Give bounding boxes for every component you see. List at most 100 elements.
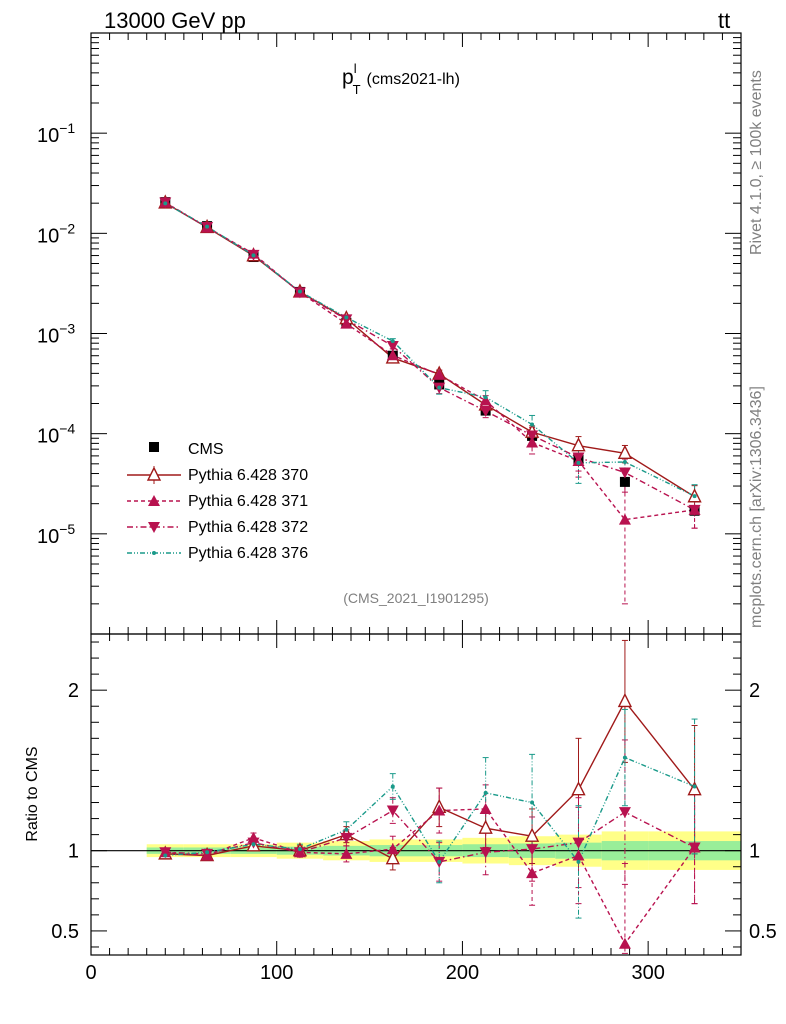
legend-marker [146,466,162,481]
series-marker-main [618,513,631,525]
series-line-ratio [165,808,696,946]
series-marker-main [251,253,256,258]
series-marker-main [483,395,488,400]
ratio-panel-frame [90,633,742,956]
main-panel-frame [90,32,742,635]
series-marker-ratio [293,847,306,859]
series-marker-main [688,504,701,516]
series-marker-main [530,422,535,427]
y-tick-label: 10−3 [37,321,75,348]
series-marker-main [390,339,395,344]
legend-label-cms: CMS [188,441,224,458]
series-marker-main [386,349,399,361]
process-bar: ¯ [724,0,736,17]
series-marker-ratio [618,937,631,949]
series-marker-ratio [572,837,585,849]
y-tick-label: 10−1 [37,120,75,147]
series-marker-main [692,494,697,499]
rivet-version-label: Rivet 4.1.0, ≥ 100k events [748,70,765,255]
series-marker-ratio [386,805,399,817]
series-marker-ratio [205,850,210,855]
process-label: tt [718,8,730,33]
main-panel-series [158,194,702,605]
series-marker-ratio [433,804,446,816]
series-marker-ratio [622,755,627,760]
series-marker-ratio [478,819,493,834]
title-symbol: p [342,66,354,89]
x-tick-label: 300 [631,962,664,984]
ratio-panel-series [158,639,702,954]
series-marker-ratio [483,790,488,795]
series-marker-main [163,201,168,206]
series-line-main [164,202,695,498]
series-marker-main [297,289,302,294]
axis-ticks [90,32,742,955]
legend-marker [148,522,160,533]
series-marker-main [526,436,539,448]
legend-label-371: Pythia 6.428 371 [188,493,308,510]
mcplots-label: mcplots.cern.ch [arXiv:1306.3436] [748,386,765,628]
series-marker-main [526,430,539,442]
series-line-main [164,202,695,497]
series-marker-ratio [437,859,442,864]
series-marker-main [433,368,446,380]
series-marker-main [572,452,585,464]
y-tick-label: 10−2 [37,220,75,247]
legend-label-372: Pythia 6.428 372 [188,519,308,536]
y-tick-label: 10−5 [37,521,75,548]
legend-marker [148,495,160,506]
series-marker-main [617,444,633,459]
series-marker-ratio [340,832,353,844]
series-marker-ratio [524,827,540,842]
series-marker-main [344,315,349,320]
series-marker-main [479,406,492,418]
ratio-tick-label-left: 0.5 [51,921,79,943]
series-line-main [164,201,695,521]
title-rest: (cms2021-lh) [367,71,460,88]
series-marker-main [205,224,210,229]
title-superscript: l [354,61,357,76]
legend-marker [152,551,156,555]
series-marker-ratio [576,859,581,864]
series-marker-ratio [344,827,349,832]
series-marker-ratio [479,802,492,814]
series-marker-main [571,437,586,452]
x-tick-label: 200 [446,962,479,984]
x-tick-label: 100 [260,962,293,984]
series-marker-ratio [163,853,168,858]
legend-marker-cms [149,442,159,452]
series-marker-ratio [618,807,631,819]
legend-entry-370: Pythia 6.428 370 [127,466,308,484]
series-line-ratio [165,756,695,864]
series-marker-ratio [251,842,256,847]
ratio-tick-label-right: 0.5 [749,921,777,943]
series-marker-ratio [526,844,539,856]
series-marker-ratio [687,781,702,796]
series-marker-ratio [340,847,353,859]
legend-entry-376: Pythia 6.428 376 [127,545,308,562]
series-marker-main [622,459,627,464]
series-marker-ratio [571,781,586,796]
series-line-ratio [165,809,695,863]
series-marker-main [340,314,353,326]
series-marker-ratio [526,867,539,879]
series-marker-ratio [572,849,585,861]
legend: CMS Pythia 6.428 370 Pythia 6.428 371 Py… [127,441,308,562]
analysis-watermark: (CMS_2021_I1901295) [343,590,489,606]
series-marker-main [386,341,399,353]
series-marker-ratio [390,784,395,789]
series-marker-main [479,394,492,406]
legend-entry-371: Pythia 6.428 371 [127,493,308,510]
series-marker-ratio [159,847,172,859]
ratio-axis-label: Ratio to CMS [24,746,41,841]
legend-label-376: Pythia 6.428 376 [188,545,308,562]
ratio-tick-label-left: 2 [68,680,79,702]
series-marker-ratio [386,843,399,855]
ratio-tick-label-right: 1 [749,841,760,863]
series-marker-main [618,467,631,479]
series-marker-main [576,460,581,465]
plot-title: pl T (cms2021-lh) [342,61,460,97]
series-marker-ratio [530,800,535,805]
tick-labels: 0 100 200 300 10−1 10−2 10−3 10−4 10−5 0… [37,120,777,984]
series-marker-ratio [617,692,633,708]
